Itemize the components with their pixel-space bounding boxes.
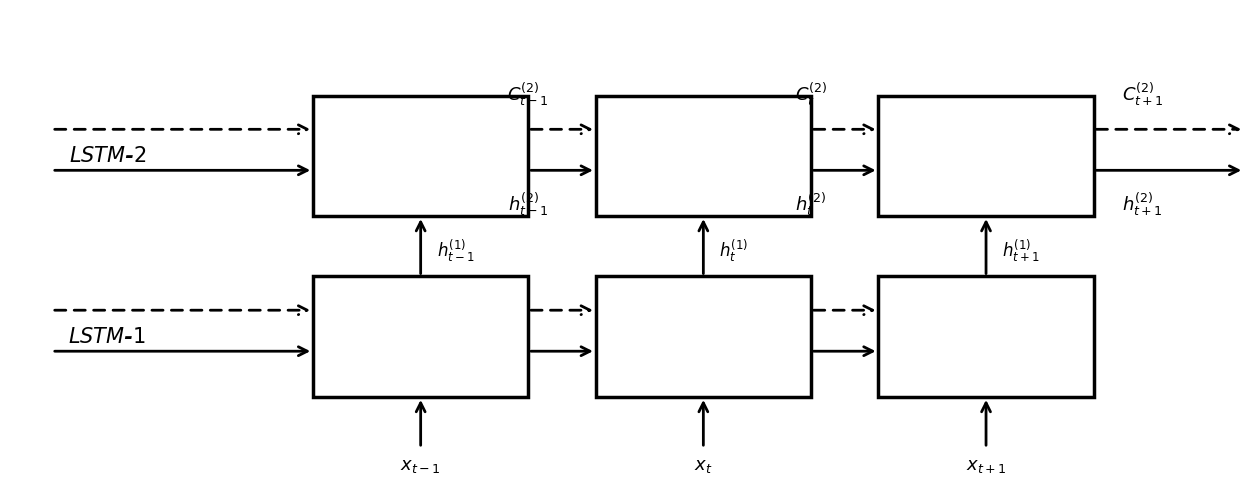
Text: $x_{t-1}$: $x_{t-1}$ <box>401 457 441 475</box>
Text: $h_{t-1}^{(1)}$: $h_{t-1}^{(1)}$ <box>436 238 475 264</box>
Bar <box>314 96 528 216</box>
Text: $h_t^{(1)}$: $h_t^{(1)}$ <box>719 238 749 264</box>
Text: $h_{t-1}^{(2)}$: $h_{t-1}^{(2)}$ <box>508 191 548 218</box>
Text: $C_{t-1}^{(2)}$: $C_{t-1}^{(2)}$ <box>507 82 549 108</box>
Bar <box>314 276 528 397</box>
Bar <box>878 96 1094 216</box>
Bar <box>595 276 811 397</box>
Text: $LSTM$-$1$: $LSTM$-$1$ <box>68 327 146 347</box>
Bar <box>595 96 811 216</box>
Text: $h_t^{(2)}$: $h_t^{(2)}$ <box>795 191 827 218</box>
Text: $C_{t+1}^{(2)}$: $C_{t+1}^{(2)}$ <box>1122 82 1163 108</box>
Text: $C_t^{(2)}$: $C_t^{(2)}$ <box>795 82 827 108</box>
Text: $x_{t+1}$: $x_{t+1}$ <box>966 457 1006 475</box>
Bar <box>878 276 1094 397</box>
Text: $h_{t+1}^{(1)}$: $h_{t+1}^{(1)}$ <box>1002 238 1040 264</box>
Text: $x_t$: $x_t$ <box>694 457 713 475</box>
Text: $LSTM$-$2$: $LSTM$-$2$ <box>68 146 146 166</box>
Text: $h_{t+1}^{(2)}$: $h_{t+1}^{(2)}$ <box>1122 191 1163 218</box>
